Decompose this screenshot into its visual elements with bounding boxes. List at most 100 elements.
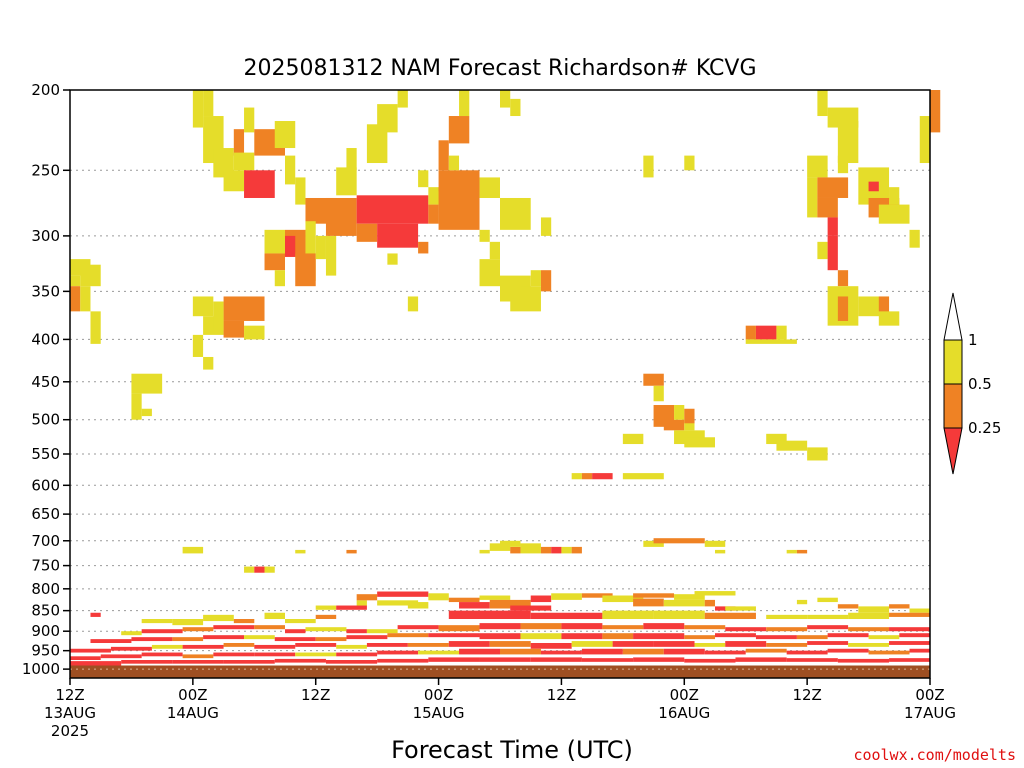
ri-cell [704,650,746,655]
ri-cell [766,614,808,620]
chart-title: 2025081312 NAM Forecast Richardson# KCVG [243,56,756,81]
ri-cell [80,286,91,312]
ri-cell [807,625,849,630]
x-tick-label-7-1: 00Z [915,686,944,704]
ri-cell [602,610,654,620]
ri-cell [837,155,849,174]
ri-cell [766,433,787,445]
ri-cell [786,658,838,662]
ri-cell [70,648,111,653]
ri-cell [643,540,664,547]
ri-cell [581,648,623,655]
ri-cell [674,405,685,420]
x-tick-label-1-1: 00Z [178,686,207,704]
ri-cell [837,604,859,609]
ri-cell [540,650,582,655]
ri-cell [817,197,838,218]
ri-cell [285,235,296,257]
ri-cell [479,549,490,554]
ri-cell [213,652,255,657]
ri-cell [520,633,562,640]
ri-cell [254,625,285,630]
ri-cell [397,90,408,108]
ri-cell [479,229,490,242]
ri-cell [223,643,255,647]
y-tick-label-300: 300 [31,227,60,245]
ri-cell [285,155,296,185]
ri-cell [725,606,756,611]
ri-cell [592,473,613,480]
ri-cell [561,623,603,630]
ri-cell [407,643,449,647]
ri-cell [827,633,869,638]
ri-cell [346,148,357,171]
ri-cell [397,625,439,630]
ri-cell [223,320,245,338]
ri-cell [837,270,849,287]
ri-cell [551,593,582,600]
ri-cell [285,619,316,624]
ri-cell [868,650,910,655]
ri-cell [776,325,787,340]
ground-layer [70,665,930,678]
ri-cell [510,301,541,312]
ri-cell [889,187,900,205]
ri-cell [336,644,367,649]
ri-cell [766,627,808,632]
ri-cell [571,641,613,647]
ri-cell [571,473,582,480]
x-tick-label-5-1: 00Z [670,686,699,704]
ri-cell [418,650,460,655]
ri-cell [336,652,378,657]
ri-cell [336,605,367,610]
ri-cell [868,635,900,640]
ri-cell [407,602,429,609]
ri-cell [264,612,285,620]
ri-cell [131,637,173,642]
ri-cell [622,473,664,480]
ri-cell [244,635,275,640]
ri-cell [182,644,224,649]
ri-cell [489,641,531,647]
ri-cell [909,229,920,248]
ri-cell [540,270,552,292]
ri-cell [121,631,142,636]
ri-cell [70,286,81,312]
ri-cell [418,170,429,188]
ri-cell [356,195,429,224]
ri-cell [213,625,255,630]
ri-cell [254,652,296,657]
ri-cell [274,121,296,149]
ri-cell [889,658,930,662]
ri-cell [633,593,675,598]
y-tick-label-1000: 1000 [22,660,60,678]
color-legend: 1 0.5 0.25 [943,292,1001,475]
ri-cell [70,656,101,661]
ri-cell [633,598,664,607]
ri-cell [377,591,429,597]
ri-cell [387,633,429,638]
ri-cell [213,301,224,331]
ri-cell [489,241,500,260]
ri-cell [653,641,695,647]
ri-cell [684,625,726,630]
ri-cell [182,546,204,554]
y-tick-label-400: 400 [31,330,60,348]
ri-cell [653,538,705,544]
ri-cell [530,612,603,620]
ri-cell [878,311,900,326]
ri-cell [192,334,204,357]
ri-cell [336,167,357,196]
ri-cell [346,549,357,554]
ri-cell [182,627,214,632]
ri-cell [837,658,890,663]
ri-cell [530,595,552,603]
ri-cell [315,637,347,642]
ri-cell [244,107,255,133]
ri-cell [479,259,500,287]
ri-cell [827,217,838,236]
legend-swatch-above-1 [943,292,963,341]
y-tick-label-900: 900 [31,622,60,640]
ri-cell [254,644,296,649]
